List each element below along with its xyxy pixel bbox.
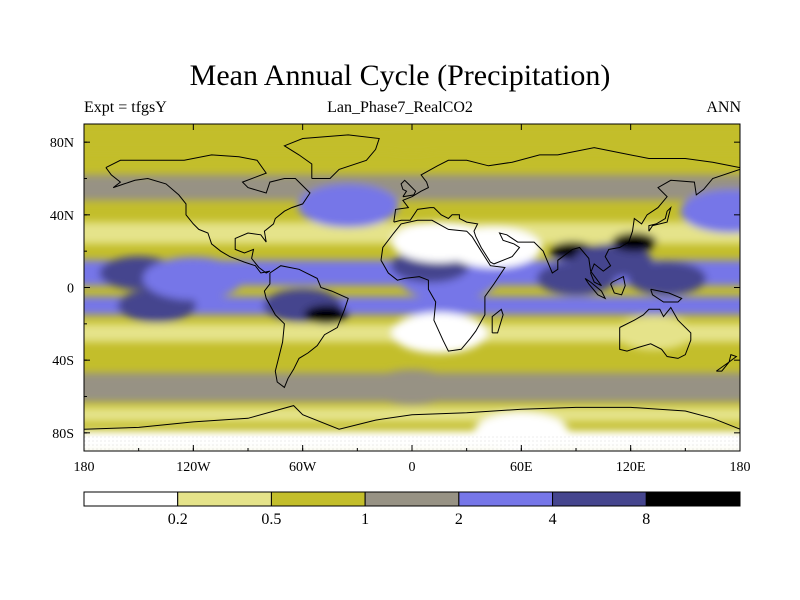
x-tick-label: 120E <box>616 460 646 475</box>
colorbar-label: 8 <box>642 511 650 528</box>
coastline <box>619 306 692 359</box>
precipitation-map <box>84 124 740 451</box>
coastline <box>263 265 349 389</box>
x-tick-label: 180 <box>730 460 751 475</box>
x-tick-label: 120W <box>176 460 211 475</box>
colorbar-swatch <box>364 491 460 507</box>
y-tick-label: 40S <box>52 354 74 369</box>
coastline <box>400 179 417 198</box>
y-tick-label: 40N <box>50 209 74 224</box>
region-australia-interior <box>615 316 694 350</box>
colorbar-swatch <box>645 491 741 507</box>
coastline <box>716 354 738 372</box>
axis-ticks: 180 120W 60W 0 60E 120E 180 80N 40N 0 40S 80S <box>50 124 751 475</box>
colorbar-label: 0.5 <box>261 511 281 528</box>
coastline <box>584 277 607 300</box>
region-arctic <box>375 124 449 155</box>
colorbar-label: 4 <box>549 511 557 528</box>
region-arabia <box>446 227 542 268</box>
y-tick-label: 80S <box>52 427 74 442</box>
region-west-pacific-warm-pool <box>627 261 707 296</box>
x-tick-label: 0 <box>409 460 416 475</box>
colorbar-swatch <box>270 491 366 507</box>
field-band <box>84 296 740 315</box>
run-name-label: Lan_Phase7_RealCO2 <box>327 99 473 116</box>
region-central-pacific-band <box>142 256 244 301</box>
antarctic-stipple <box>84 436 740 451</box>
experiment-label: Expt = tfgsY <box>84 99 167 116</box>
colorbar-label: 0.2 <box>168 511 188 528</box>
colorbar-label: 1 <box>361 511 369 528</box>
region-brazil-max <box>303 305 349 325</box>
season-label: ANN <box>706 99 741 116</box>
colorbar-label: 2 <box>455 511 463 528</box>
x-tick-label: 60W <box>289 460 317 475</box>
region-southern-ocean <box>370 369 454 406</box>
y-tick-label: 0 <box>67 282 74 297</box>
coastline <box>393 147 740 287</box>
x-tick-label: 60E <box>510 460 533 475</box>
coastline <box>283 134 380 179</box>
x-tick-label: 180 <box>74 460 95 475</box>
colorbar: 0.2 0.5 1 2 4 8 <box>83 491 741 528</box>
coastline <box>650 288 683 303</box>
region-tibet-max <box>611 232 657 252</box>
coastline <box>648 205 672 232</box>
figure-title: Mean Annual Cycle (Precipitation) <box>189 59 611 92</box>
coastline <box>84 405 740 430</box>
coastline <box>105 154 311 274</box>
coastline <box>491 308 504 334</box>
coastline <box>380 219 506 352</box>
region-north-atlantic-storm-track <box>297 184 399 228</box>
colorbar-swatch <box>552 491 647 507</box>
colorbar-swatch <box>458 491 554 507</box>
region-north-pacific-storm-track <box>680 189 740 233</box>
colorbar-swatch <box>83 491 179 507</box>
y-tick-label: 80N <box>50 136 74 151</box>
coastline <box>610 275 626 296</box>
colorbar-swatch <box>177 491 272 507</box>
